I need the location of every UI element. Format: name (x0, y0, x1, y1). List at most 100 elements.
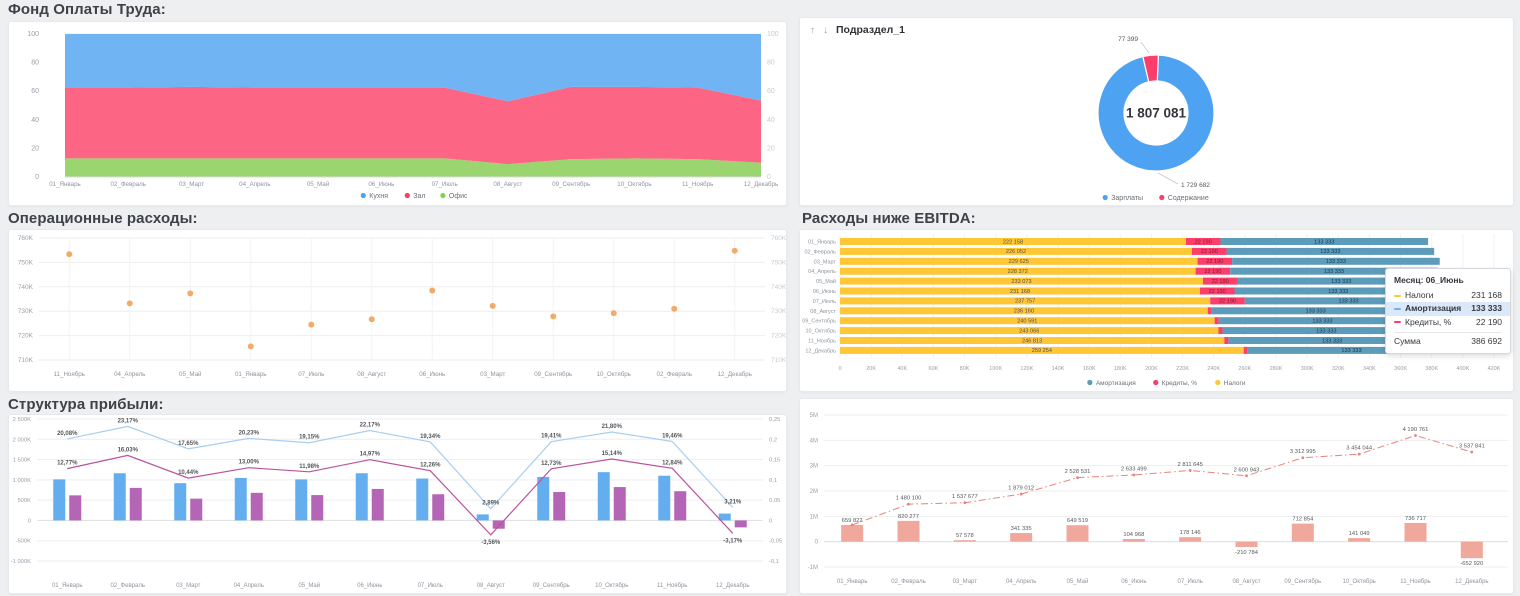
cashflow-bar[interactable] (1179, 537, 1202, 542)
legend-item[interactable]: Налоги (1215, 379, 1246, 387)
stacked-bar-row[interactable]: 240 591 133 333 (840, 317, 1427, 325)
legend-item[interactable]: Зал (404, 192, 426, 200)
combo-bar-series-1[interactable] (53, 479, 66, 521)
svg-text:80: 80 (31, 60, 39, 67)
svg-text:11_Ноябрь: 11_Ноябрь (1400, 579, 1430, 585)
combo-bar-series-2[interactable] (492, 520, 505, 529)
combo-bar-series-2[interactable] (674, 491, 687, 521)
arrow-up-icon[interactable]: ↑ (810, 25, 815, 36)
svg-text:760K: 760K (771, 235, 786, 242)
cashflow-bar[interactable] (1066, 525, 1089, 542)
combo-bar-series-2[interactable] (311, 495, 324, 521)
svg-text:200K: 200K (1145, 366, 1158, 372)
legend-item[interactable]: Кредиты, % (1153, 379, 1197, 387)
scatter-point[interactable] (610, 310, 617, 317)
combo-bar-series-1[interactable] (113, 473, 126, 521)
combo-bar-series-1[interactable] (537, 476, 550, 521)
svg-text:243 066: 243 066 (1019, 328, 1039, 334)
combo-bar-series-2[interactable] (190, 498, 203, 521)
scatter-point[interactable] (550, 313, 557, 320)
ebitda-hbar-chart[interactable]: 0 20K 40K 60K 80K 100K 120K 140K 160K 180K 200K 220… (800, 230, 1513, 391)
svg-text:10_Октябрь: 10_Октябрь (597, 371, 631, 378)
svg-text:20K: 20K (866, 366, 876, 372)
scatter-point[interactable] (489, 302, 496, 309)
svg-text:133 333: 133 333 (1305, 309, 1325, 315)
svg-text:1 500K: 1 500K (13, 458, 32, 464)
scatter-point[interactable] (308, 321, 315, 328)
svg-text:05_Май: 05_Май (298, 582, 320, 589)
cashflow-bar[interactable] (897, 520, 920, 542)
payroll-area-chart[interactable]: 0 0 20 20 40 40 60 60 80 80 100 100 01_Январь 02_Февр… (9, 22, 786, 205)
scatter-point[interactable] (66, 251, 73, 258)
stacked-bar-row[interactable]: 231 168 22 190 133 333 (840, 287, 1443, 295)
legend-item[interactable]: Амортизация (1087, 379, 1136, 387)
stacked-bar-row[interactable]: 246 813 133 333 (840, 337, 1436, 344)
stacked-bar-row[interactable]: 222 158 22 190 133 333 (840, 238, 1429, 245)
cashflow-bar[interactable] (953, 540, 976, 542)
scatter-point[interactable] (368, 316, 375, 323)
combo-bar-series-1[interactable] (476, 514, 489, 521)
svg-text:720K: 720K (18, 333, 34, 340)
scatter-point[interactable] (126, 300, 133, 307)
donut-slice-Содержание[interactable] (1142, 54, 1159, 83)
cashflow-bar[interactable] (841, 524, 864, 542)
svg-text:Зал: Зал (413, 193, 425, 200)
combo-bar-series-1[interactable] (416, 478, 429, 521)
combo-bar-series-2[interactable] (553, 492, 566, 521)
stacked-bar-row[interactable]: 229 625 22 190 133 333 (840, 257, 1440, 265)
cashflow-bar[interactable] (1404, 523, 1427, 542)
cashflow-bar[interactable] (1122, 539, 1145, 542)
svg-text:08_Август: 08_Август (1232, 579, 1260, 585)
svg-text:07_Июль: 07_Июль (418, 583, 443, 589)
legend-item[interactable]: Офис (440, 192, 468, 200)
combo-bar-series-2[interactable] (250, 492, 263, 521)
combo-bar-series-1[interactable] (718, 513, 731, 521)
combo-bar-series-2[interactable] (613, 487, 626, 521)
cashflow-bar[interactable] (1235, 541, 1258, 548)
cashflow-chart[interactable]: 5M 4M 3M 2M 1M 0 -1M 659 822 820 277 57 578 341 33… (800, 399, 1513, 593)
legend-item[interactable]: Зарплаты (1102, 194, 1143, 202)
combo-bar-series-2[interactable] (432, 494, 445, 521)
combo-bar-series-2[interactable] (734, 520, 747, 528)
subdivision-donut-chart[interactable]: 1 807 081 77 399 1 729 682 Зарплаты Содержан… (800, 18, 1513, 205)
svg-text:12_Декабрь: 12_Декабрь (744, 181, 778, 188)
opex-scatter-chart[interactable]: 710K 710K 720K 720K 730K 730K 740K 740K 750K 750K… (9, 230, 786, 391)
combo-bar-series-1[interactable] (295, 479, 308, 521)
stacked-bar-row[interactable]: 259 254 133 333 (840, 346, 1456, 354)
scatter-point[interactable] (671, 305, 678, 312)
stacked-bar-row[interactable]: 243 066 133 333 (840, 327, 1431, 334)
stacked-bar-row[interactable]: 236 160 133 333 (840, 307, 1420, 315)
svg-text:12,84%: 12,84% (662, 460, 683, 466)
cashflow-bar[interactable] (1460, 541, 1483, 559)
combo-bar-series-1[interactable] (355, 473, 368, 521)
cashflow-bar[interactable] (1291, 523, 1314, 542)
scatter-point[interactable] (187, 290, 194, 297)
combo-bar-series-1[interactable] (174, 483, 187, 521)
donut-slice-Зарплаты[interactable] (1097, 54, 1215, 172)
area-series-Кухня (65, 34, 761, 102)
cashflow-bar[interactable] (1010, 533, 1033, 542)
svg-text:720K: 720K (771, 333, 786, 340)
combo-bar-series-1[interactable] (658, 475, 671, 521)
combo-bar-series-2[interactable] (129, 487, 142, 521)
scatter-point[interactable] (247, 343, 254, 350)
cashflow-bar[interactable] (1348, 538, 1371, 542)
scatter-point[interactable] (429, 287, 436, 294)
stacked-bar-row[interactable]: 226 052 22 190 133 333 (840, 247, 1435, 255)
stacked-bar-row[interactable]: 233 073 22 190 133 333 (840, 277, 1446, 285)
combo-bar-series-2[interactable] (371, 488, 384, 521)
combo-bar-series-1[interactable] (597, 472, 610, 521)
stacked-bar-row[interactable]: 228 372 22 190 133 333 (840, 267, 1438, 275)
svg-text:736 717: 736 717 (1405, 516, 1426, 522)
combo-bar-series-1[interactable] (234, 477, 247, 521)
legend-item[interactable]: Кухня (360, 192, 389, 200)
stacked-bar-row[interactable]: 237 757 22 190 133 333 (840, 297, 1453, 305)
tooltip-total-value: 386 692 (1471, 335, 1502, 346)
scatter-point[interactable] (731, 247, 738, 254)
combo-bar-series-2[interactable] (69, 495, 82, 521)
arrow-down-icon[interactable]: ↓ (823, 25, 828, 36)
donut-card-header: ↑ ↓ Подраздел_1 (810, 24, 905, 36)
legend-item[interactable]: Содержание (1159, 194, 1209, 202)
profit-combo-chart[interactable]: 2 500K 0,25 2 000K 0,2 1 500K 0,15 1 000K 0,1 50… (9, 415, 786, 593)
svg-text:240 591: 240 591 (1017, 319, 1037, 325)
